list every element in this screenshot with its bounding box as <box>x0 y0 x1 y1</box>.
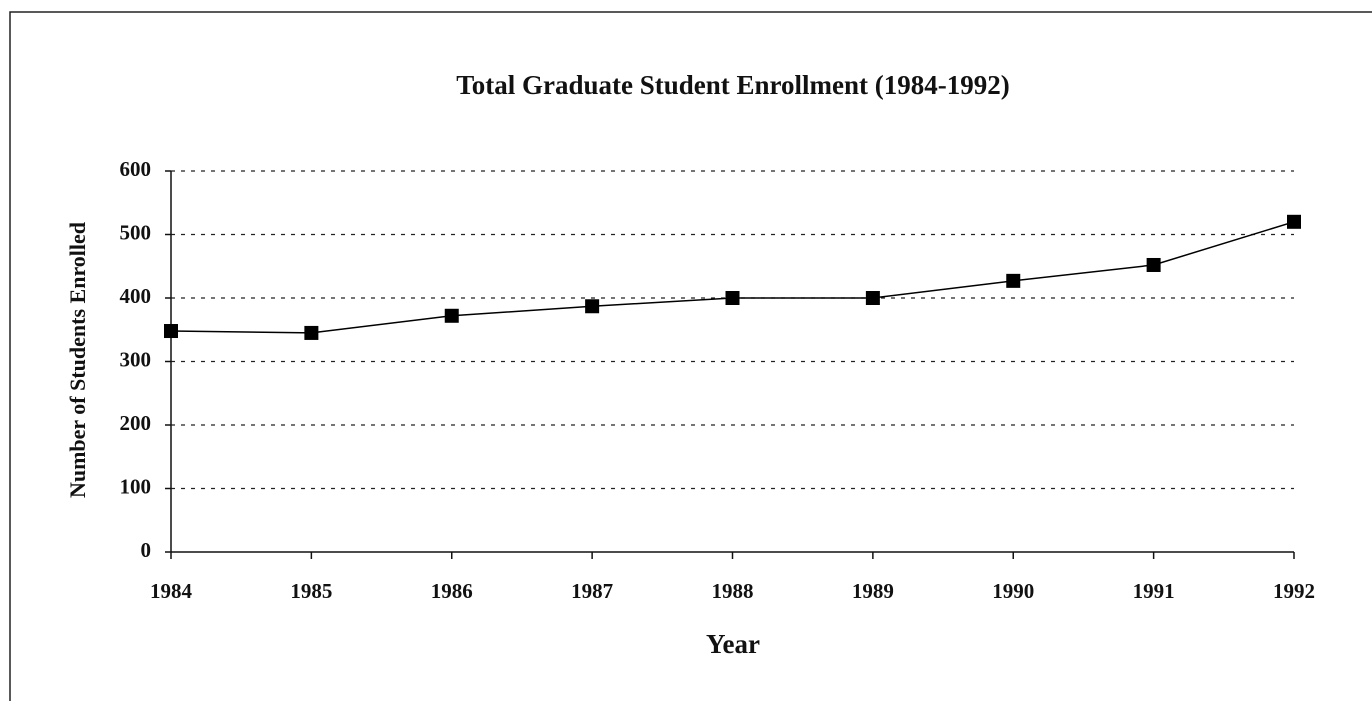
y-tick-label: 400 <box>120 284 152 308</box>
x-tick-label: 1992 <box>1273 579 1315 603</box>
marker <box>585 299 600 314</box>
y-tick-label: 200 <box>120 411 152 435</box>
y-tick-label: 500 <box>120 220 152 244</box>
marker <box>725 291 740 305</box>
marker <box>304 325 319 340</box>
x-tick-label: 1989 <box>852 579 894 603</box>
marker <box>444 308 459 323</box>
y-axis-label: Number of Students Enrolled <box>65 222 90 498</box>
x-tick-label: 1986 <box>431 579 473 603</box>
x-axis-label: Year <box>706 629 760 659</box>
x-tick-label: 1988 <box>712 579 754 603</box>
y-tick-label: 600 <box>120 157 152 181</box>
y-tick-label: 300 <box>120 347 152 371</box>
marker <box>1287 214 1301 229</box>
x-tick-label: 1987 <box>571 579 613 603</box>
marker <box>1006 273 1021 288</box>
frame <box>9 11 1372 701</box>
marker <box>164 324 178 339</box>
x-tick-label: 1990 <box>992 579 1034 603</box>
x-tick-label: 1991 <box>1133 579 1175 603</box>
x-tick-label: 1984 <box>150 579 193 603</box>
line <box>170 221 1295 334</box>
marker <box>1146 257 1161 272</box>
y-tick-label: 100 <box>120 474 152 498</box>
marker <box>865 291 880 305</box>
chart-title: Total Graduate Student Enrollment (1984-… <box>456 70 1010 100</box>
x-tick-label: 1985 <box>290 579 332 603</box>
y-tick-label: 0 <box>141 538 152 562</box>
